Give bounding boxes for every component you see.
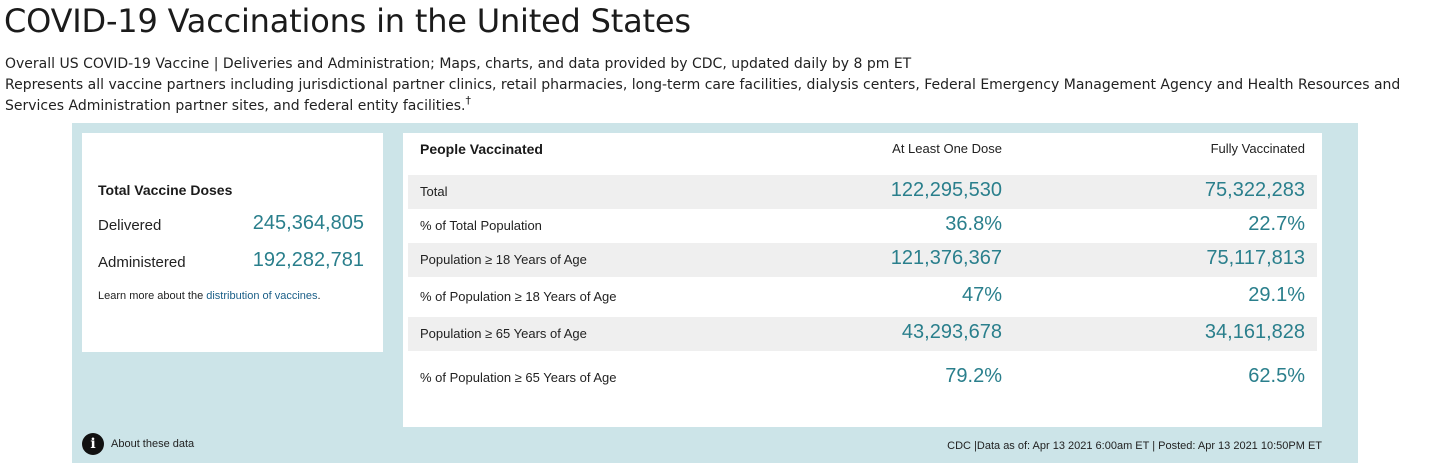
- one-dose-value: 43,293,678: [901, 321, 1002, 343]
- one-dose-value: 47%: [961, 284, 1002, 306]
- table-row: % of Population ≥ 18 Years of Age 47% 29…: [408, 280, 1317, 314]
- fully-vaccinated-value: 34,161,828: [1204, 321, 1305, 343]
- learn-more-suffix: .: [317, 290, 321, 302]
- row-label: Population ≥ 65 Years of Age: [420, 326, 587, 341]
- administered-label: Administered: [98, 254, 186, 271]
- about-these-data-link[interactable]: i About these data: [82, 432, 194, 456]
- one-dose-value: 36.8%: [945, 213, 1002, 235]
- data-source-note: CDC |Data as of: Apr 13 2021 6:00am ET |…: [947, 440, 1322, 452]
- table-row: % of Total Population 36.8% 22.7%: [408, 209, 1317, 243]
- about-these-data-label: About these data: [111, 438, 195, 450]
- page-title: COVID-19 Vaccinations in the United Stat…: [4, 2, 691, 40]
- fully-vaccinated-value: 22.7%: [1248, 213, 1305, 235]
- fully-vaccinated-value: 75,322,283: [1204, 179, 1305, 201]
- column-header-one-dose: At Least One Dose: [892, 141, 1002, 156]
- distribution-of-vaccines-link[interactable]: distribution of vaccines: [206, 290, 318, 302]
- info-icon: i: [82, 433, 104, 455]
- row-label: % of Population ≥ 65 Years of Age: [420, 370, 617, 385]
- page-description: Represents all vaccine partners includin…: [5, 75, 1420, 117]
- column-header-fully-vaccinated: Fully Vaccinated: [1210, 141, 1305, 156]
- learn-more-text: Learn more about the distribution of vac…: [98, 290, 321, 302]
- table-row: Population ≥ 18 Years of Age 121,376,367…: [408, 243, 1317, 277]
- row-label: Population ≥ 18 Years of Age: [420, 252, 587, 267]
- total-doses-heading: Total Vaccine Doses: [98, 182, 233, 198]
- row-label: Total: [420, 184, 448, 199]
- administered-value: 192,282,781: [252, 249, 364, 271]
- description-line-2: Represents all vaccine partners includin…: [5, 77, 1401, 114]
- fully-vaccinated-value: 62.5%: [1248, 365, 1305, 387]
- table-row: % of Population ≥ 65 Years of Age 79.2% …: [408, 361, 1317, 395]
- learn-more-prefix: Learn more about the: [98, 290, 207, 302]
- delivered-value: 245,364,805: [252, 212, 364, 234]
- vaccination-panel: Total Vaccine Doses Delivered 245,364,80…: [72, 123, 1358, 463]
- page-subtitle: Overall US COVID-19 Vaccine | Deliveries…: [5, 54, 1420, 75]
- one-dose-value: 79.2%: [945, 365, 1002, 387]
- delivered-label: Delivered: [98, 217, 162, 234]
- fully-vaccinated-value: 29.1%: [1248, 284, 1305, 306]
- row-label: % of Population ≥ 18 Years of Age: [420, 289, 617, 304]
- table-row: Population ≥ 65 Years of Age 43,293,678 …: [408, 317, 1317, 351]
- table-row: Total 122,295,530 75,322,283: [408, 175, 1317, 209]
- description-line-1: Overall US COVID-19 Vaccine | Deliveries…: [5, 56, 912, 72]
- total-doses-card: Total Vaccine Doses Delivered 245,364,80…: [82, 133, 383, 352]
- row-label: % of Total Population: [420, 218, 542, 233]
- fully-vaccinated-value: 75,117,813: [1206, 247, 1305, 269]
- one-dose-value: 122,295,530: [890, 179, 1002, 201]
- people-vaccinated-table: People Vaccinated At Least One Dose Full…: [403, 133, 1322, 427]
- footnote-dagger-link[interactable]: †: [465, 94, 471, 107]
- people-vaccinated-heading: People Vaccinated: [420, 141, 543, 157]
- table-header: People Vaccinated At Least One Dose Full…: [403, 133, 1322, 175]
- one-dose-value: 121,376,367: [890, 247, 1002, 269]
